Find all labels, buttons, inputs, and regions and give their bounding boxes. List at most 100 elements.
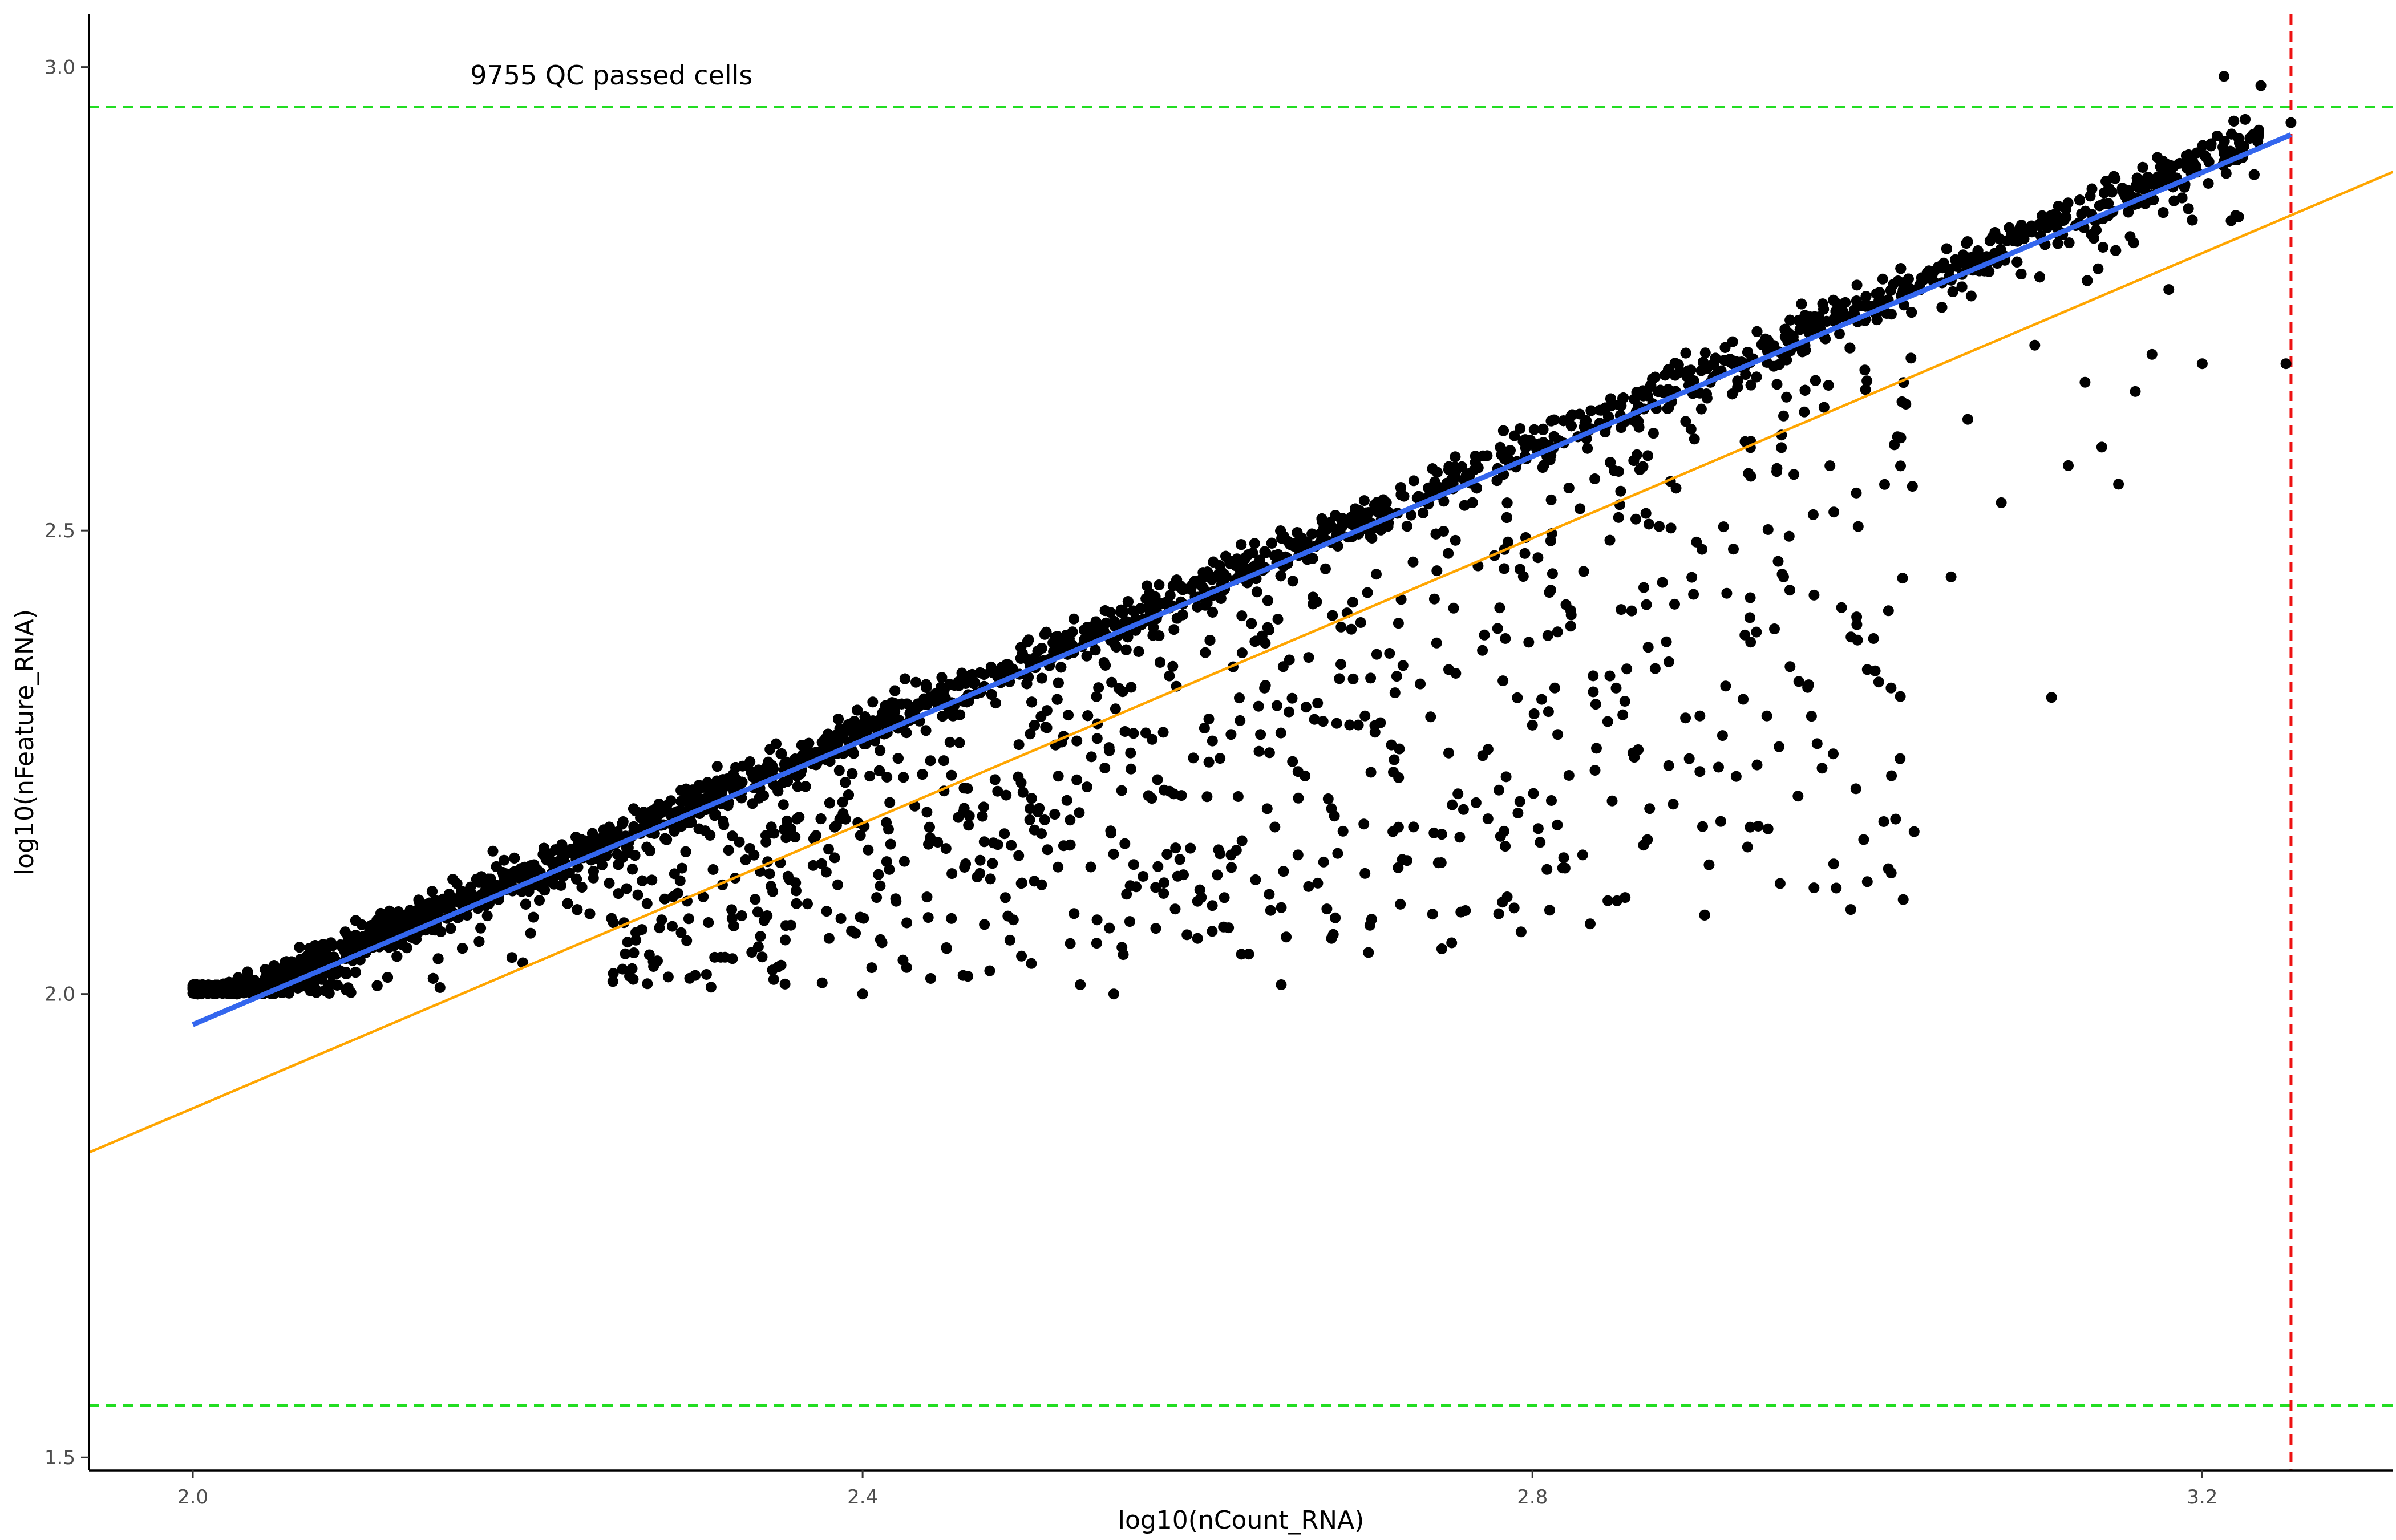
data-point xyxy=(1408,475,1419,487)
data-point xyxy=(1834,328,1845,339)
data-point xyxy=(711,761,723,772)
data-point xyxy=(1307,553,1318,564)
data-point xyxy=(1082,710,1094,722)
data-point xyxy=(954,709,966,720)
data-point xyxy=(1418,507,1429,518)
data-point xyxy=(305,985,316,996)
data-point xyxy=(2128,237,2139,249)
data-point xyxy=(815,813,827,825)
data-point xyxy=(1799,384,1811,396)
data-point xyxy=(2085,191,2096,202)
data-point xyxy=(1111,641,1122,653)
data-point xyxy=(1133,646,1144,657)
data-point xyxy=(772,785,784,797)
data-point xyxy=(1745,379,1756,391)
data-point xyxy=(653,799,665,809)
data-point xyxy=(899,673,910,684)
data-point xyxy=(910,676,921,688)
data-point xyxy=(1818,303,1830,315)
data-point xyxy=(1548,431,1560,442)
data-point xyxy=(1117,605,1128,616)
data-point xyxy=(1517,436,1529,447)
data-point xyxy=(588,866,599,877)
data-point xyxy=(722,800,734,812)
data-point xyxy=(2076,208,2087,220)
data-point xyxy=(727,830,738,842)
data-point xyxy=(693,797,704,808)
data-point xyxy=(377,913,388,923)
data-point xyxy=(1851,279,1863,291)
data-point xyxy=(2100,176,2112,187)
data-point xyxy=(562,898,573,909)
data-point xyxy=(1956,281,1968,293)
data-point xyxy=(876,713,887,724)
data-point xyxy=(1213,572,1224,583)
data-point xyxy=(1537,424,1549,435)
data-point xyxy=(1781,391,1792,403)
data-point xyxy=(544,855,556,866)
data-point xyxy=(1680,347,1691,359)
data-point xyxy=(824,756,836,767)
data-point xyxy=(944,736,956,748)
data-point xyxy=(954,737,965,748)
data-point xyxy=(1204,635,1216,646)
data-point xyxy=(1605,457,1616,468)
data-point xyxy=(2187,214,2198,226)
data-point xyxy=(1972,245,1984,257)
data-point xyxy=(847,768,858,779)
data-point xyxy=(539,877,551,888)
data-point xyxy=(1478,450,1488,461)
data-point xyxy=(2094,200,2105,212)
data-point xyxy=(539,842,549,854)
data-point xyxy=(1929,266,1940,277)
data-point xyxy=(499,854,510,866)
data-point xyxy=(2248,169,2260,180)
data-point xyxy=(1989,248,2000,259)
data-point xyxy=(1649,371,1661,383)
data-point xyxy=(2093,263,2104,274)
data-point xyxy=(604,877,615,889)
data-point xyxy=(597,859,608,870)
data-point xyxy=(1840,297,1851,308)
data-point xyxy=(1122,596,1134,607)
data-point xyxy=(539,885,551,896)
data-point xyxy=(1779,323,1791,335)
reference-lines xyxy=(89,14,2393,1470)
data-point xyxy=(2158,207,2169,218)
data-point xyxy=(1332,540,1343,552)
data-point xyxy=(2037,210,2048,221)
data-point xyxy=(1498,425,1509,436)
data-point xyxy=(705,829,716,841)
data-point xyxy=(1699,347,1711,359)
data-point xyxy=(1471,483,1482,494)
data-point xyxy=(867,696,879,708)
data-point xyxy=(2090,225,2102,236)
data-point xyxy=(435,926,447,937)
data-point xyxy=(754,792,765,804)
data-point xyxy=(1545,415,1557,427)
data-point xyxy=(1821,315,1832,327)
data-point xyxy=(840,777,851,788)
data-point xyxy=(1807,318,1819,330)
data-point xyxy=(1201,597,1213,609)
data-point xyxy=(1154,579,1165,590)
data-point xyxy=(371,980,383,991)
data-point xyxy=(1050,631,1061,643)
data-point xyxy=(680,846,691,857)
data-point xyxy=(550,844,561,856)
data-point xyxy=(833,765,845,776)
data-point xyxy=(571,873,582,885)
data-point xyxy=(2052,238,2063,249)
data-point xyxy=(778,799,789,810)
data-point xyxy=(1430,528,1442,540)
data-point xyxy=(2220,168,2232,179)
data-point xyxy=(1266,537,1277,549)
data-point xyxy=(848,728,860,739)
data-point xyxy=(427,972,439,984)
data-point xyxy=(1262,595,1273,606)
data-point xyxy=(1007,663,1018,675)
data-point xyxy=(1242,549,1254,560)
data-point xyxy=(833,714,844,725)
data-point xyxy=(2123,206,2134,218)
data-point xyxy=(2182,163,2193,174)
